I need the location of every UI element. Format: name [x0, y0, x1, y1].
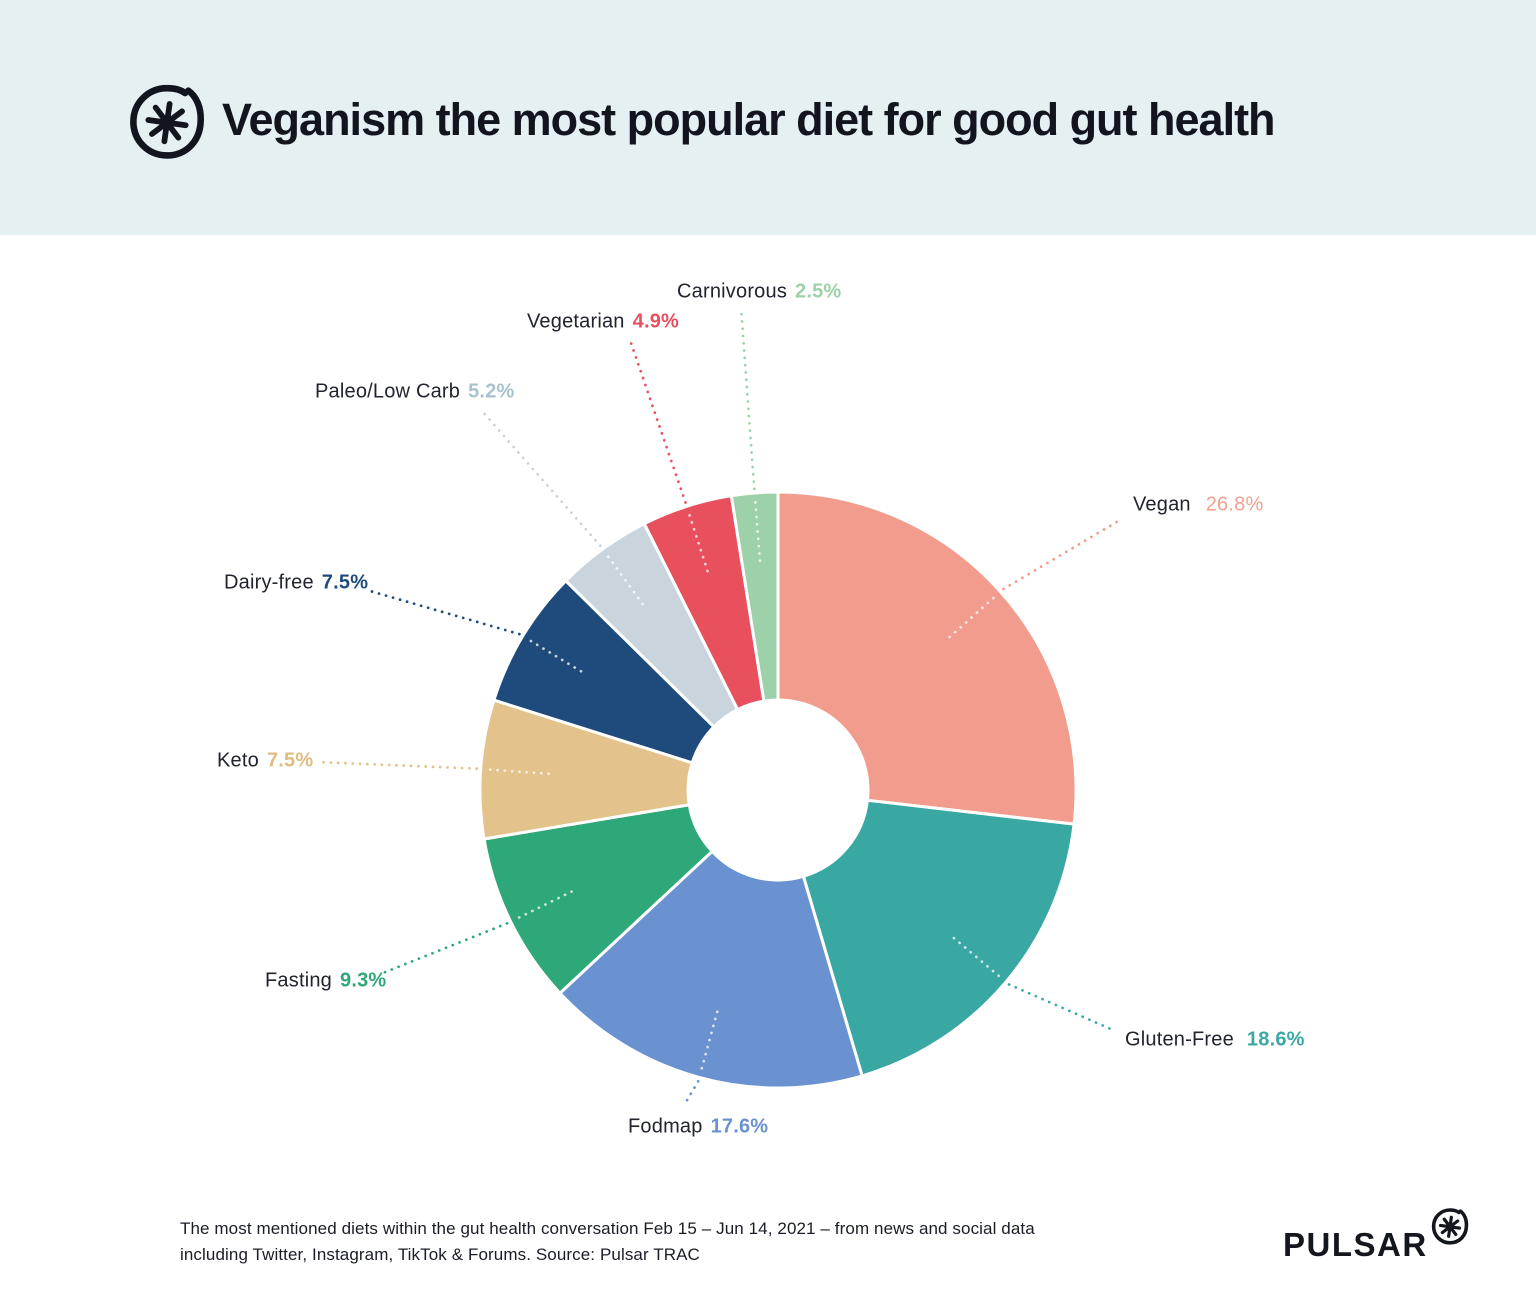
slice-label-vegetarian: Vegetarian 4.9% — [527, 311, 679, 334]
leader-line-vegetarian — [627, 335, 687, 504]
source-note: The most mentioned diets within the gut … — [180, 1216, 1035, 1269]
pie-slice-fodmap — [558, 849, 864, 1090]
source-note-line1: The most mentioned diets within the gut … — [180, 1219, 1035, 1238]
leader-line-inner-fasting — [514, 890, 574, 921]
slice-name: Fasting — [265, 969, 332, 992]
slice-percentage: 9.3% — [340, 969, 387, 992]
slice-percentage: 17.6% — [710, 1115, 769, 1138]
pulsar-asterisk-circle-icon — [1431, 1208, 1468, 1245]
leader-line-vegan — [1002, 518, 1122, 591]
leader-line-inner-fodmap — [699, 1010, 719, 1073]
leader-line-dairy-free — [368, 589, 521, 636]
slice-name: Keto — [217, 749, 259, 772]
pulsar-asterisk-circle-icon — [130, 84, 204, 159]
slice-percentage: 26.8% — [1205, 493, 1264, 516]
slice-percentage: 5.2% — [468, 380, 515, 403]
slice-name: Vegetarian — [527, 310, 625, 333]
slice-name: Gluten-Free — [1125, 1028, 1234, 1051]
slice-percentage: 2.5% — [795, 280, 842, 303]
brand-wordmark: PULSAR — [1283, 1226, 1428, 1263]
pie-slice-gluten-free — [801, 798, 1076, 1078]
leader-line-inner-paleo-low-carb — [604, 552, 645, 606]
leader-line-gluten-free — [1007, 983, 1115, 1032]
slice-label-carnivorous: Carnivorous 2.5% — [677, 281, 841, 304]
slice-percentage: 7.5% — [266, 749, 314, 772]
leader-line-fasting — [381, 922, 509, 975]
slice-name: Dairy-free — [224, 571, 314, 594]
pie-slice-fasting — [482, 803, 714, 995]
slice-name: Vegan — [1133, 493, 1191, 516]
leader-line-inner-vegetarian — [687, 510, 709, 573]
leader-line-carnivorous — [739, 305, 756, 491]
pie-slice-carnivorous — [729, 490, 780, 703]
slice-percentage: 7.5% — [321, 571, 369, 594]
slice-label-fasting: Fasting 9.3% — [265, 970, 386, 993]
leader-line-inner-keto — [485, 768, 550, 776]
slice-percentage: 4.9% — [632, 310, 680, 333]
leader-line-inner-dairy-free — [526, 637, 583, 673]
slice-percentage: 18.6% — [1246, 1028, 1305, 1051]
leader-line-paleo-low-carb — [480, 409, 602, 548]
pie-slice-vegan — [776, 490, 1078, 826]
slice-label-gluten-free: Gluten-Free 18.6% — [1125, 1029, 1305, 1052]
leader-line-inner-vegan — [948, 594, 998, 639]
page-title: Veganism the most popular diet for good … — [222, 93, 1276, 145]
slice-label-fodmap: Fodmap 17.6% — [628, 1116, 768, 1139]
header-band: Veganism the most popular diet for good … — [0, 0, 1536, 235]
slice-label-keto: Keto 7.5% — [217, 750, 313, 773]
slice-name: Fodmap — [628, 1115, 703, 1138]
slice-label-dairy-free: Dairy-free 7.5% — [224, 572, 368, 595]
brand-lockup: PULSAR — [1283, 1206, 1470, 1264]
leader-line-inner-carnivorous — [753, 497, 762, 563]
leader-line-keto — [316, 760, 479, 770]
source-note-line2: including Twitter, Instagram, TikTok & F… — [180, 1245, 700, 1265]
slice-name: Carnivorous — [677, 280, 788, 303]
leader-line-inner-gluten-free — [952, 936, 1003, 980]
slice-label-vegan: Vegan 26.8% — [1133, 494, 1263, 517]
slice-name: Paleo/Low Carb — [315, 380, 461, 403]
leader-line-fodmap — [684, 1079, 700, 1104]
slice-label-paleo-low-carb: Paleo/Low Carb 5.2% — [315, 381, 515, 404]
